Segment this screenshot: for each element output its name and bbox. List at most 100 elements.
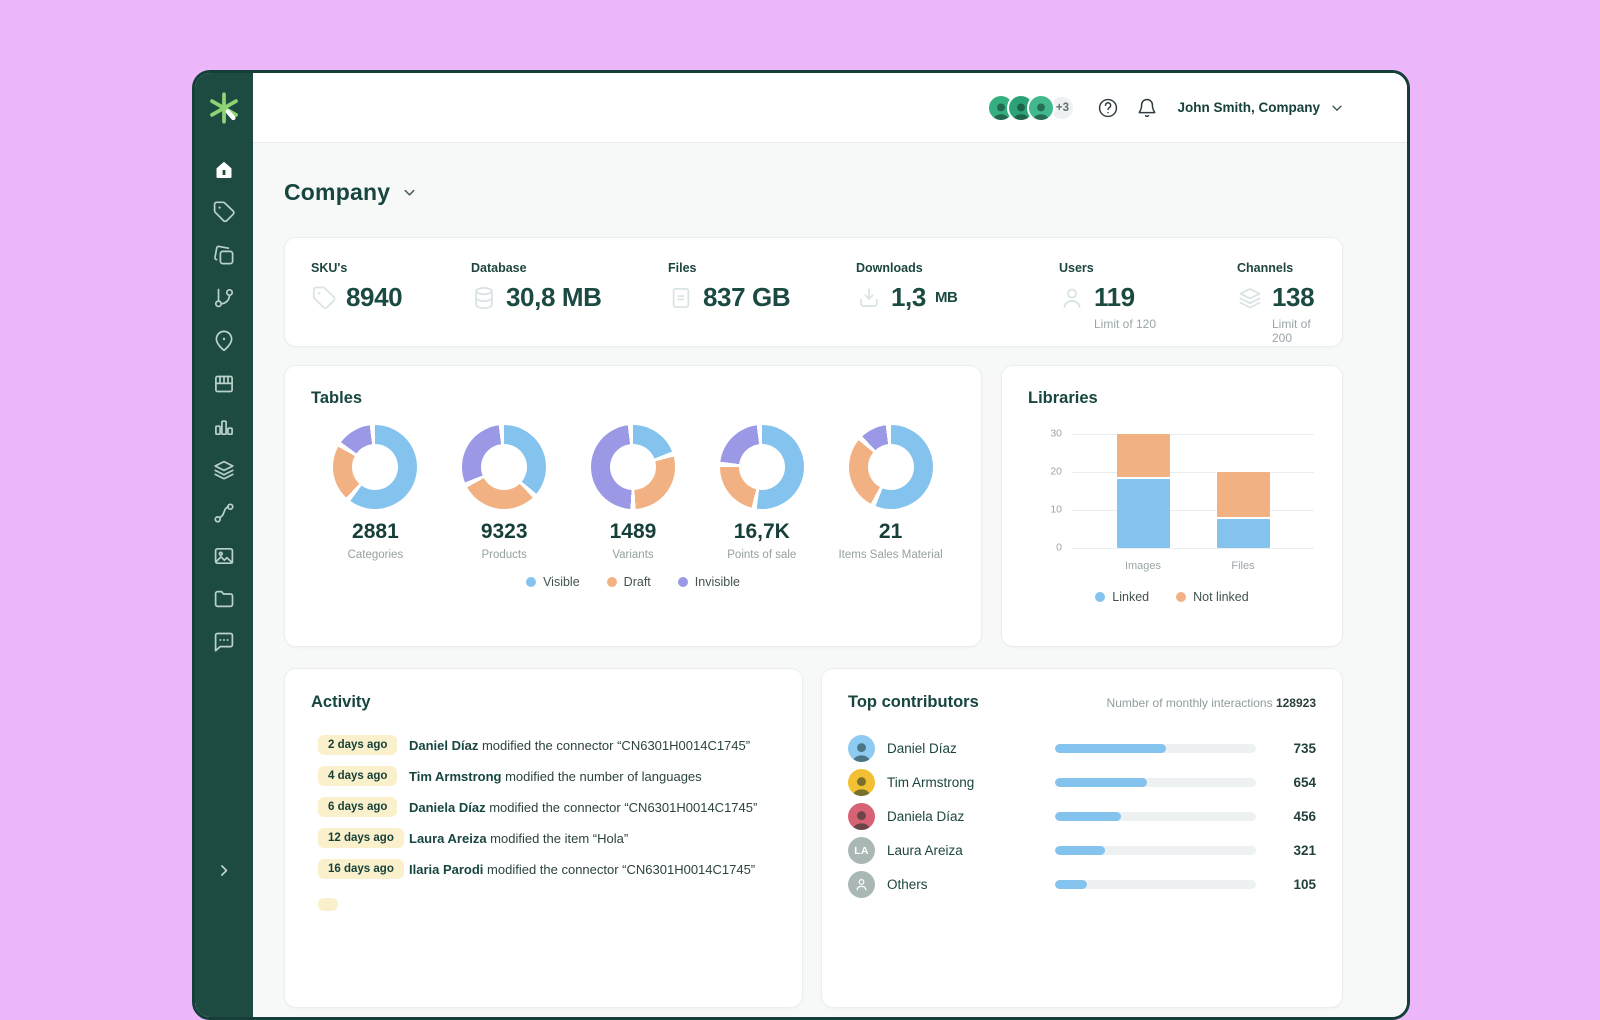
donut-hole [738,444,785,490]
donut-ring [848,425,933,509]
activity-text: Ilaria Parodi modified the connector “CN… [409,861,756,877]
stats-summary-card: SKU's 8940 Database 30,8 MB Files 837 GB Downl… [284,237,1343,347]
sidebar-item-git-branch[interactable] [212,286,236,310]
page-content: Company SKU's 8940 Database 30,8 MB Files 837… [253,143,1407,1017]
contributor-bar-track [1055,778,1256,787]
sidebar-item-map-pin[interactable] [212,329,236,353]
sidebar-item-home[interactable] [212,157,236,181]
gridline [1072,510,1314,511]
y-axis-tick: 0 [1056,541,1062,554]
legend-dot [677,577,688,587]
sidebar-item-bar-chart[interactable] [212,415,236,439]
user-menu[interactable]: John Smith, Company [1177,100,1345,116]
app-window: +3 John Smith, Company Company SKU's 8940… [192,70,1410,1020]
stat-value: 30,8 MB [506,282,602,312]
activity-row: 2 days ago Daniel Díaz modified the conne… [318,734,776,756]
contributor-bar-fill [1055,744,1166,753]
page-title: Company [284,179,391,205]
activity-row: 16 days ago Ilaria Parodi modified the co… [318,858,776,880]
donut-items-sales-material: 21 Items Sales Material [826,425,955,561]
help-icon[interactable] [1097,97,1119,119]
stat-label: Database [471,261,527,275]
stat-files: Files 837 GB [668,261,856,313]
stat-value: 1,3 [891,282,926,312]
monthly-interactions-label: Number of monthly interactions 128923 [1106,695,1316,710]
notifications-bell-icon[interactable] [1136,97,1158,119]
stat-channels: Channels 138 Limit of 200 [1237,261,1316,345]
stat-label: Channels [1237,261,1294,275]
file-icon [668,285,694,311]
contributor-avatar: LA [848,837,875,864]
tables-card-title: Tables [311,389,363,407]
contributor-value: 654 [1293,775,1316,790]
contributor-bar-fill [1055,846,1106,855]
sidebar-collapse-chevron-right-icon[interactable] [216,862,233,879]
sidebar-item-chat[interactable] [212,630,236,654]
contributor-value: 321 [1293,843,1316,858]
page-title-chevron-down-icon[interactable] [401,184,418,201]
donut-total: 9323 [480,520,528,543]
user-avatar[interactable] [1027,93,1056,122]
sidebar-item-layers[interactable] [212,458,236,482]
monthly-interactions-value: 128923 [1275,695,1316,710]
sidebar [195,73,253,1017]
stat-value-row: 30,8 MB [471,282,668,313]
stat-value-row: 138 [1237,282,1316,313]
stat-label: SKU's [311,261,348,275]
chevron-down-icon [1329,100,1345,116]
user-icon [1059,285,1085,311]
activity-row: 6 days ago Daniela Díaz modified the conn… [318,796,776,818]
x-axis-label: Files [1231,560,1255,572]
avatar-overflow-badge[interactable]: +3 [1049,94,1076,121]
sidebar-item-folder[interactable] [212,587,236,611]
time-badge: 12 days ago [318,828,404,848]
sidebar-item-link[interactable] [212,501,236,525]
contributor-name: Tim Armstrong [887,775,975,790]
stat-label: Downloads [856,261,923,275]
stat-value: 8940 [346,282,403,312]
donut-label: Products [481,549,527,561]
tag-icon [311,285,337,311]
sidebar-item-image[interactable] [212,544,236,568]
bar-segment-linked [1216,519,1270,548]
layers-icon [1237,285,1263,311]
activity-actor: Laura Areiza [409,830,487,846]
top-contributors-card: Top contributors Number of monthly inter… [821,668,1343,1008]
activity-text: Daniela Díaz modified the connector “CN6… [409,799,758,815]
stat-sku-s: SKU's 8940 [311,261,471,313]
donut-total: 16,7K [733,520,790,543]
gridline [1072,548,1314,549]
donut-ring [590,425,675,509]
contributor-avatar [848,803,875,830]
contributor-value: 456 [1293,809,1316,824]
stat-database: Database 30,8 MB [471,261,668,313]
legend-label: Not linked [1193,590,1249,604]
donut-label: Items Sales Material [838,549,943,561]
activity-card-title: Activity [311,693,371,711]
stat-value-row: 8940 [311,282,471,313]
legend-label: Linked [1112,590,1150,604]
legend-dot [1176,592,1187,602]
tables-card: Tables 2881 Categories 9323 Products 1489 Var… [284,365,982,647]
contributor-name: Laura Areiza [887,843,963,858]
donut-total: 21 [878,520,903,543]
donut-variants: 1489 Variants [569,425,698,561]
bar-segment-not-linked [1216,472,1270,517]
stat-sublabel: Limit of 200 [1272,317,1311,345]
contributor-bar-fill [1055,812,1122,821]
contributor-row: Daniel Díaz 735 [848,735,1316,762]
avatar-group[interactable] [987,93,1056,122]
sidebar-item-tag[interactable] [212,200,236,224]
contributor-row: Tim Armstrong 654 [848,769,1316,796]
app-logo-asterisk-icon[interactable] [206,90,242,126]
legend-label: Invisible [694,575,740,589]
x-axis-label: Images [1124,560,1162,572]
donut-hole [609,444,656,490]
contributor-name: Daniel Díaz [887,741,957,756]
legend-dot [606,577,617,587]
donut-categories: 2881 Categories [311,425,440,561]
donut-charts: 2881 Categories 9323 Products 1489 Variants 16… [311,425,955,561]
stat-value: 119 [1094,282,1135,312]
sidebar-item-storefront[interactable] [212,372,236,396]
sidebar-item-cards[interactable] [212,243,236,267]
